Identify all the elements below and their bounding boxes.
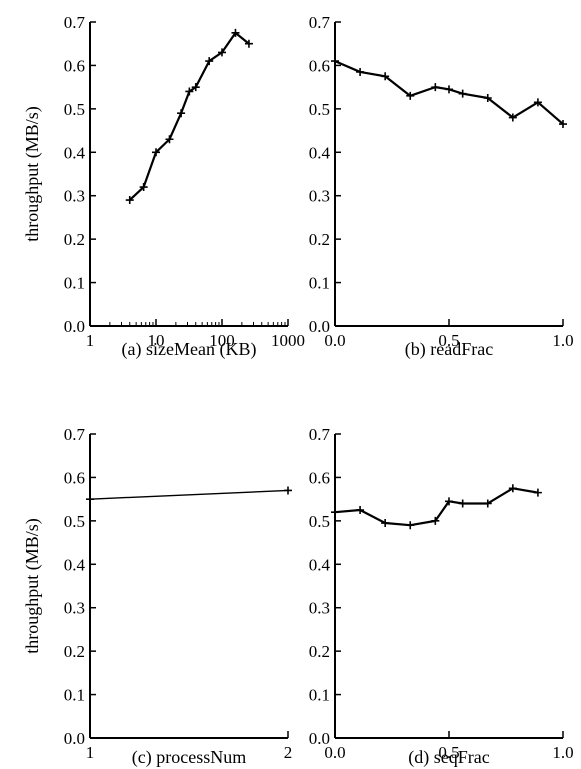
data-point-marker <box>445 497 453 506</box>
y-tick-label: 0.5 <box>309 100 330 119</box>
y-axis-title: throughput (MB/s) <box>22 106 43 242</box>
data-point-marker <box>533 488 542 497</box>
chart-panel-c: 0.0 0.1 0.2 0.3 0.4 0.5 0.6 0.7 1 2 (c) processNum… <box>22 425 292 768</box>
data-point-marker <box>483 94 492 102</box>
data-point-marker <box>191 83 200 92</box>
y-tick-label: 0.2 <box>309 230 330 249</box>
x-tick-label: 1.0 <box>552 331 573 350</box>
y-tick-label: 0.0 <box>64 729 85 748</box>
data-point-marker <box>508 113 517 122</box>
data-point-marker <box>559 120 567 129</box>
data-point-marker <box>231 28 240 37</box>
x-tick-label: 1000 <box>271 331 305 350</box>
y-tick-label: 0.3 <box>309 599 330 618</box>
chart-panel-d: 0.0 0.1 0.2 0.3 0.4 0.5 0.6 0.7 0.0 0.5 1.0 (d) seq… <box>309 425 574 768</box>
y-tick-label: 0.6 <box>64 468 85 487</box>
data-point-marker <box>483 499 492 508</box>
y-tick-label: 0.7 <box>64 425 86 444</box>
y-tick-label: 0.6 <box>309 56 330 75</box>
y-tick-label: 0.1 <box>64 274 85 293</box>
y-tick-label: 0.4 <box>309 143 331 162</box>
x-tick-label: 0.0 <box>324 743 345 762</box>
x-tick-label: 0.0 <box>324 331 345 350</box>
panel-caption: (b) readFrac <box>405 339 493 360</box>
y-tick-label: 0.2 <box>309 642 330 661</box>
y-tick-label: 0.3 <box>64 187 85 206</box>
data-point-marker <box>406 91 415 100</box>
y-tick-label: 0.2 <box>64 642 85 661</box>
y-tick-label: 0.3 <box>64 599 85 618</box>
data-point-marker <box>177 109 186 118</box>
data-point-marker <box>218 48 226 57</box>
data-point-marker <box>508 484 517 493</box>
x-tick-label: 0.5 <box>438 331 459 350</box>
x-tick-label: 2 <box>284 743 293 762</box>
chart-panel-a: 0.0 0.1 0.2 0.3 0.4 0.5 0.6 0.7 1 10 100 1000 (a) si… <box>22 13 305 360</box>
data-point-marker <box>356 506 365 514</box>
x-tick-label: 1.0 <box>552 743 573 762</box>
y-tick-label: 0.1 <box>64 686 85 705</box>
y-axis-title: throughput (MB/s) <box>22 518 43 654</box>
panel-caption: (c) processNum <box>132 747 246 768</box>
data-point-marker <box>244 39 253 48</box>
y-tick-label: 0.2 <box>64 230 85 249</box>
series-line <box>128 31 250 201</box>
data-point-marker <box>165 135 174 144</box>
y-tick-label: 0.1 <box>309 274 330 293</box>
y-tick-label: 0.3 <box>309 187 330 206</box>
y-tick-label: 0.5 <box>309 512 330 531</box>
data-point-marker <box>331 57 339 66</box>
y-tick-label: 0.0 <box>64 317 85 336</box>
data-point-marker <box>381 519 390 528</box>
series-line <box>334 487 539 527</box>
series-line <box>89 489 289 500</box>
y-tick-label: 0.6 <box>309 468 330 487</box>
y-tick-label: 0.1 <box>309 686 330 705</box>
panel-caption: (d) seqFrac <box>408 747 489 768</box>
data-point-marker <box>458 499 467 508</box>
data-point-marker <box>431 83 440 92</box>
data-point-marker <box>533 98 542 107</box>
data-point-marker <box>125 196 134 205</box>
data-point-marker <box>331 508 339 517</box>
data-point-marker <box>86 495 94 504</box>
y-tick-label: 0.7 <box>309 13 331 32</box>
panel-caption: (a) sizeMean (KB) <box>122 339 257 360</box>
data-point-marker <box>139 183 148 192</box>
y-tick-label: 0.6 <box>64 56 85 75</box>
y-tick-label: 0.4 <box>64 555 86 574</box>
x-tick-label: 10 <box>148 331 165 350</box>
x-tick-label: 0.5 <box>438 743 459 762</box>
y-tick-label: 0.4 <box>64 143 86 162</box>
x-tick-label: 1 <box>86 743 95 762</box>
data-point-marker <box>152 148 160 157</box>
y-tick-label: 0.4 <box>309 555 331 574</box>
data-point-marker <box>284 486 292 495</box>
data-point-marker <box>406 521 415 530</box>
data-point-marker <box>356 67 365 76</box>
data-point-marker <box>185 87 194 96</box>
y-tick-label: 0.7 <box>64 13 86 32</box>
y-tick-label: 0.0 <box>309 729 330 748</box>
y-tick-label: 0.5 <box>64 100 85 119</box>
data-point-marker <box>458 89 467 98</box>
x-tick-label: 100 <box>209 331 235 350</box>
data-point-marker <box>205 57 214 66</box>
x-tick-label: 1 <box>86 331 95 350</box>
y-tick-label: 0.5 <box>64 512 85 531</box>
y-tick-label: 0.0 <box>309 317 330 336</box>
y-tick-label: 0.7 <box>309 425 331 444</box>
chart-panel-b: 0.0 0.1 0.2 0.3 0.4 0.5 0.6 0.7 0.0 0.5 1.0 (b) rea… <box>309 13 574 360</box>
data-point-marker <box>431 516 440 525</box>
data-point-marker <box>381 72 390 81</box>
data-point-marker <box>445 85 453 94</box>
